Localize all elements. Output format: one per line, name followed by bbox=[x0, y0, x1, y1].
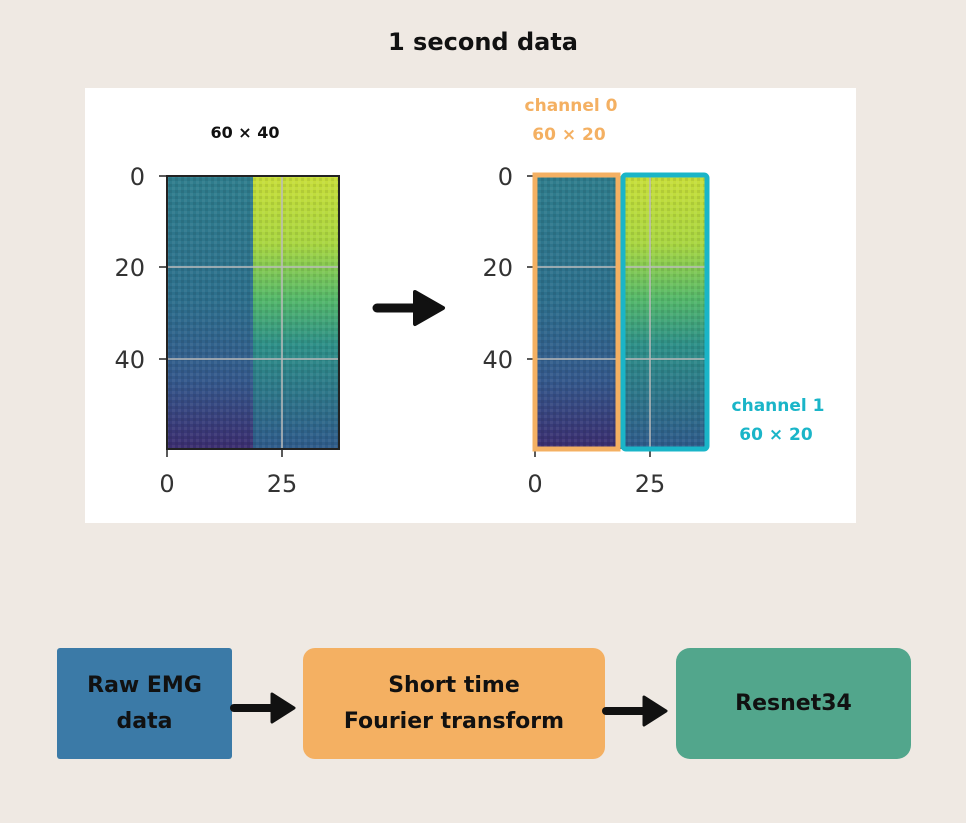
spectrogram-panel: 60 × 40 0 20 40 0 25 bbox=[85, 88, 856, 523]
left-y-tick: 20 bbox=[114, 254, 145, 282]
resnet-box: Resnet34 bbox=[676, 648, 911, 759]
left-x-tick: 0 bbox=[159, 470, 174, 498]
right-y-tick: 40 bbox=[482, 346, 513, 374]
right-x-tick: 25 bbox=[635, 470, 666, 498]
left-spectrogram bbox=[159, 175, 340, 457]
stft-line2: Fourier transform bbox=[343, 708, 565, 734]
right-y-tick: 0 bbox=[498, 163, 513, 191]
right-spectrogram bbox=[527, 172, 710, 457]
resnet-label: Resnet34 bbox=[735, 690, 852, 716]
arrow-right-icon bbox=[230, 692, 296, 724]
stft-box: Short time Fourier transform bbox=[303, 648, 605, 759]
left-y-tick: 0 bbox=[130, 163, 145, 191]
raw-emg-line1: Raw EMG bbox=[87, 672, 202, 698]
channel0-name: channel 0 bbox=[525, 96, 618, 116]
left-y-tick: 40 bbox=[114, 346, 145, 374]
transform-arrow-icon bbox=[372, 290, 445, 326]
spectrogram-figure: 60 × 40 0 20 40 0 25 bbox=[114, 96, 825, 498]
right-y-tick: 20 bbox=[482, 254, 513, 282]
page-title: 1 second data bbox=[388, 28, 578, 56]
channel0-highlight-box bbox=[532, 172, 621, 452]
left-size-label: 60 × 40 bbox=[210, 123, 279, 142]
left-x-tick: 25 bbox=[267, 470, 298, 498]
raw-emg-line2: data bbox=[116, 708, 173, 734]
right-x-tick: 0 bbox=[527, 470, 542, 498]
channel1-highlight-box bbox=[620, 172, 710, 452]
channel0-size: 60 × 20 bbox=[532, 125, 606, 145]
channel1-size: 60 × 20 bbox=[739, 425, 813, 445]
raw-emg-box: Raw EMG data bbox=[57, 648, 232, 759]
stft-line1: Short time bbox=[388, 672, 520, 698]
arrow-right-icon bbox=[602, 695, 668, 727]
channel1-name: channel 1 bbox=[732, 396, 825, 416]
